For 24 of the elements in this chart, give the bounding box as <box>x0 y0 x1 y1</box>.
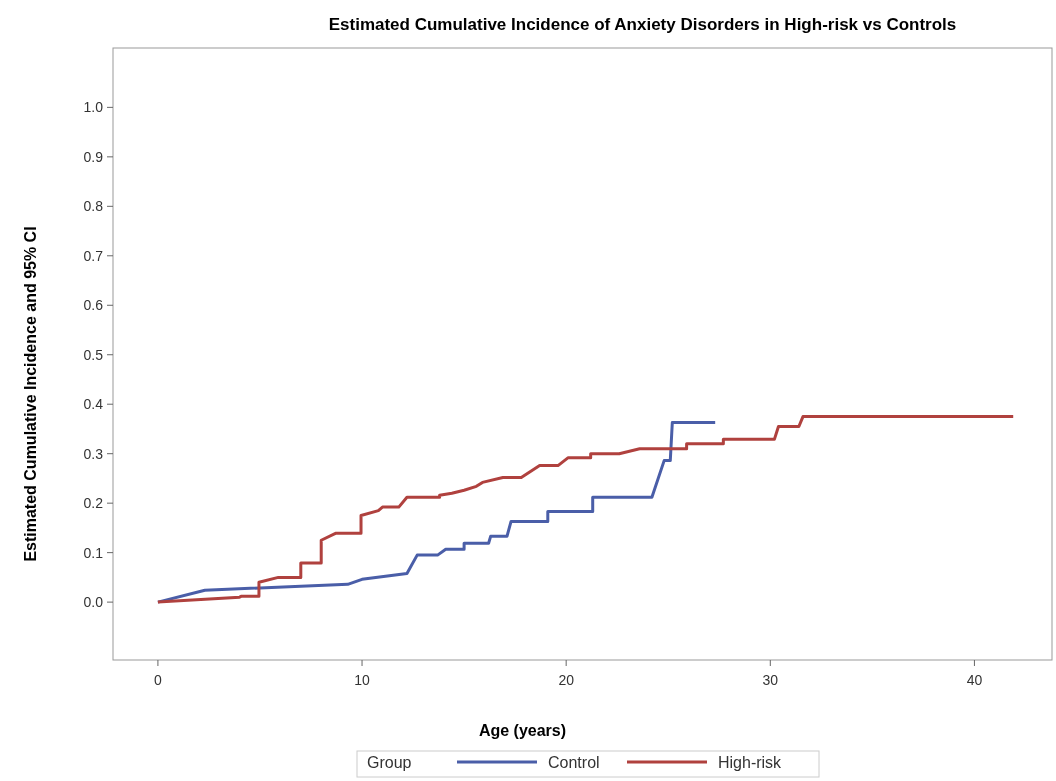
chart-title: Estimated Cumulative Incidence of Anxiety Disorders in High-risk vs Controls <box>328 15 957 34</box>
line-series <box>156 415 1015 604</box>
y-tick-label: 1.0 <box>83 99 104 116</box>
legend-label: Control <box>548 754 600 771</box>
y-tick-label: 0.0 <box>83 594 104 611</box>
x-tick-label: 0 <box>154 672 163 688</box>
x-tick-label: 40 <box>966 672 983 688</box>
x-tick-label: 30 <box>762 672 779 688</box>
line-series <box>156 421 717 604</box>
x-axis-title: Age (years) <box>478 722 567 739</box>
y-tick-label: 0.7 <box>83 247 104 264</box>
x-tick-label: 10 <box>354 672 371 688</box>
legend-label: High-risk <box>718 754 783 771</box>
legend-title: Group <box>367 754 412 771</box>
y-tick-label: 0.2 <box>83 495 104 512</box>
y-tick-label: 0.4 <box>83 396 104 413</box>
y-tick-label: 0.3 <box>83 445 104 462</box>
y-tick-label: 0.5 <box>83 346 104 363</box>
y-tick-label: 0.1 <box>83 544 104 561</box>
y-tick-label: 0.9 <box>83 148 104 165</box>
y-tick-label: 0.6 <box>83 297 104 314</box>
y-tick-label: 0.8 <box>83 198 104 215</box>
y-axis-title: Estimated Cumulative Incidence and 95% CI <box>22 226 39 562</box>
x-tick-label: 20 <box>558 672 575 688</box>
